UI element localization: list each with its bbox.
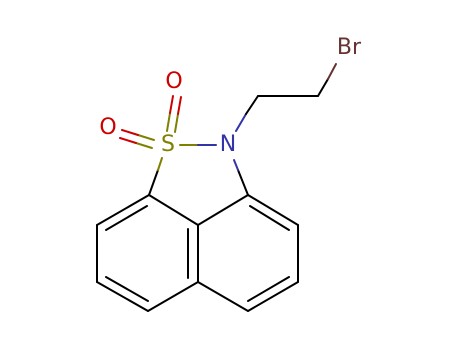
atom-label: S: [161, 132, 175, 157]
atom-label: N: [220, 132, 236, 157]
atom-label: O: [165, 69, 182, 94]
bonds: [96, 63, 337, 312]
atom-label: Br: [337, 35, 362, 60]
atom-label: O: [99, 115, 116, 140]
